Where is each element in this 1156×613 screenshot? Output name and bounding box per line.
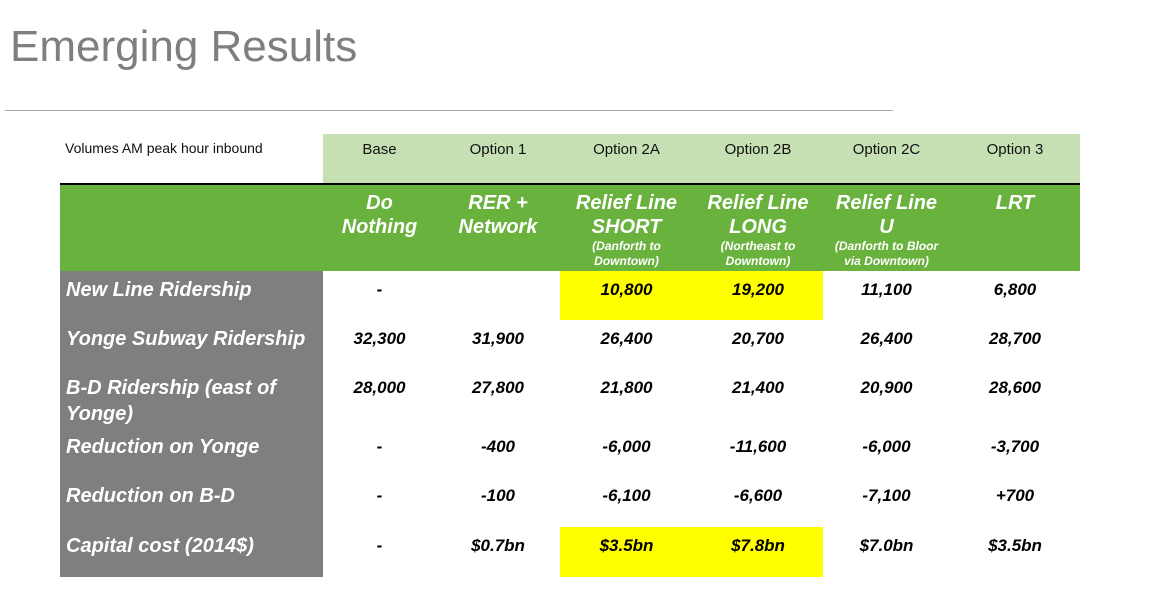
column-name: RER + Network: [436, 185, 560, 271]
highlight: [560, 527, 693, 577]
row-label: Capital cost (2014$): [60, 527, 323, 577]
slide-title: Emerging Results: [10, 22, 358, 71]
column-name: Relief Line U (Danforth to Bloor via Downto…: [823, 185, 950, 271]
cell-value: -: [376, 437, 383, 456]
column-header: Option 2C: [852, 141, 921, 158]
label-line: New Line Ridership: [66, 279, 252, 301]
label-line: Yonge Subway Ridership: [66, 328, 306, 350]
name-line: U: [879, 216, 894, 238]
row-label: B-D Ridership (east of Yonge): [60, 369, 323, 428]
header-rule: [60, 183, 1080, 185]
cell-value: 20,700: [732, 329, 784, 348]
cell-value: +700: [995, 486, 1035, 505]
cell-value: $0.7bn: [471, 536, 525, 555]
name-line: Relief Line: [707, 192, 809, 214]
highlight: [693, 527, 823, 577]
note-line: Downtown): [725, 254, 791, 268]
title-rule: [5, 110, 893, 111]
cell-value: -: [376, 280, 383, 299]
label-column: [60, 271, 323, 577]
cell-value: $7.0bn: [859, 536, 914, 555]
cell-value: -6,600: [733, 486, 783, 505]
header-band: [323, 134, 1080, 183]
corner-label: Volumes AM peak hour inbound: [65, 140, 263, 156]
note-line: Downtown): [594, 254, 659, 268]
cell-value: 21,800: [600, 378, 653, 397]
column-header: Base: [362, 141, 397, 158]
row-label: Yonge Subway Ridership: [60, 320, 323, 369]
cell-value: -3,700: [990, 437, 1040, 456]
cell-value: -: [376, 536, 383, 555]
row-label: New Line Ridership: [60, 271, 323, 320]
cell-value: -6,000: [602, 437, 651, 456]
cell-value: 28,000: [353, 378, 406, 397]
label-line: Reduction on B-D: [66, 485, 235, 507]
name-line: Relief Line: [575, 192, 678, 214]
row-label: Reduction on B-D: [60, 477, 323, 527]
name-line: Relief Line: [835, 192, 938, 214]
cell-value: 28,700: [989, 329, 1041, 348]
name-line: Do: [366, 192, 393, 214]
cell-value: 28,600: [989, 378, 1041, 397]
note-line: via Downtown): [844, 254, 929, 268]
cell-value: 6,800: [993, 280, 1037, 299]
highlight: [560, 271, 693, 320]
cell-value: -7,100: [862, 486, 911, 505]
label-line: Yonge): [66, 403, 134, 425]
name-line: RER +: [468, 192, 528, 214]
name-line: LONG: [729, 216, 787, 238]
label-line: Capital cost (2014$): [66, 535, 254, 557]
column-header: Option 3: [986, 141, 1044, 158]
note-line: (Northeast to: [720, 239, 796, 253]
highlight: [693, 271, 823, 320]
column-name: Do Nothing: [323, 185, 436, 271]
column-header: Option 1: [469, 141, 527, 158]
cell-value: 26,400: [860, 329, 913, 348]
name-line: Network: [458, 216, 538, 238]
cell-value: -11,600: [729, 437, 787, 456]
column-name: Relief Line LONG (Northeast to Downtown): [693, 185, 823, 271]
name-line: Nothing: [341, 216, 418, 238]
name-band: [60, 185, 1080, 271]
cell-value: -6,000: [862, 437, 911, 456]
cell-value: 32,300: [353, 329, 406, 348]
row-label: Reduction on Yonge: [60, 428, 323, 477]
column-name: LRT: [950, 185, 1080, 271]
note-line: (Danforth to: [592, 239, 661, 253]
name-line: LRT: [995, 192, 1035, 214]
cell-value: 31,900: [472, 329, 524, 348]
cell-value: 26,400: [600, 329, 653, 348]
column-header: Option 2A: [593, 141, 660, 158]
cell-value: -: [376, 486, 383, 505]
label-line: Reduction on Yonge: [66, 436, 260, 458]
cell-value: $3.5bn: [988, 536, 1042, 555]
cell-value: 27,800: [472, 378, 524, 397]
cell-value: 11,100: [861, 280, 912, 299]
cell-value: 10,800: [600, 280, 653, 299]
name-line: SHORT: [591, 216, 662, 238]
column-header: Option 2B: [724, 141, 792, 158]
cell-value: -400: [480, 437, 516, 456]
cell-value: $3.5bn: [599, 536, 654, 555]
cell-value: -6,100: [602, 486, 651, 505]
cell-value: 20,900: [860, 378, 913, 397]
cell-value: -100: [480, 486, 516, 505]
cell-value: $7.8bn: [731, 536, 785, 555]
note-line: (Danforth to Bloor: [834, 239, 939, 253]
cell-value: 19,200: [732, 280, 784, 299]
column-name: Relief Line SHORT (Danforth to Downtown): [560, 185, 693, 271]
label-line: B-D Ridership (east of: [66, 377, 277, 399]
cell-value: 21,400: [732, 378, 784, 397]
